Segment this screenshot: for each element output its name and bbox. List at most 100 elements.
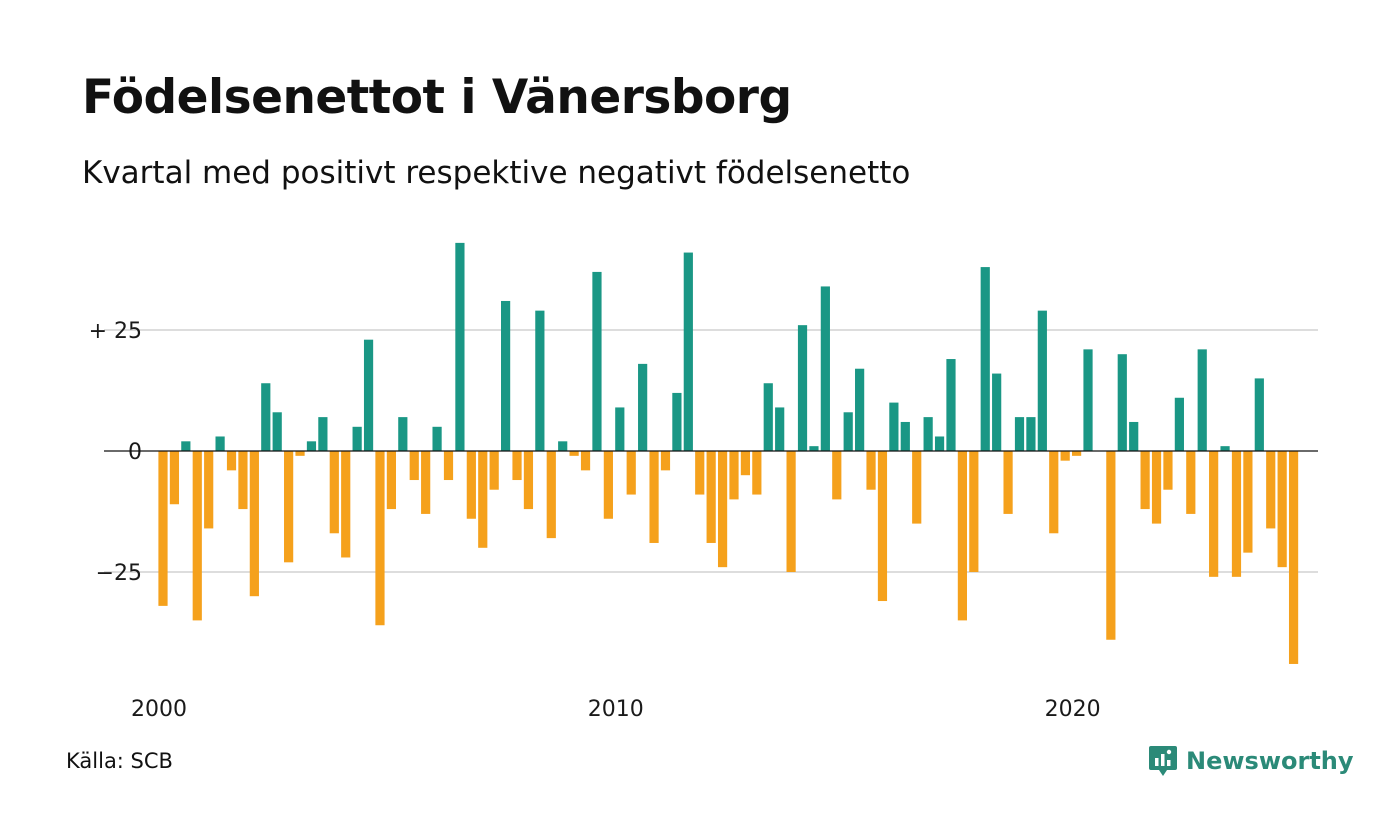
bar-negative [660, 451, 671, 471]
bar-negative [409, 451, 419, 481]
bar-negative [238, 451, 248, 510]
bar-negative [832, 451, 842, 500]
y-tick-label: + 25 [89, 319, 142, 344]
x-tick-label: 2010 [588, 697, 644, 722]
bar-positive [1117, 354, 1127, 451]
bar-positive [363, 339, 374, 451]
bar-positive [181, 441, 191, 451]
bar-positive [272, 412, 282, 451]
bar-negative [226, 451, 237, 471]
bar-positive [1014, 417, 1025, 451]
bar-negative [192, 451, 202, 621]
chart-title: Födelsenettot i Vänersborg [82, 70, 792, 125]
bar-negative [1209, 451, 1219, 577]
bar-negative [204, 451, 214, 529]
bar-negative [443, 451, 454, 481]
bar-positive [900, 421, 910, 451]
bar-negative [1277, 451, 1287, 568]
bars [158, 242, 1299, 664]
bar-positive [1197, 349, 1207, 451]
chart-subtitle: Kvartal med positivt respektive negativt… [82, 155, 911, 191]
bar-negative [866, 451, 876, 490]
bar-negative [341, 451, 351, 558]
bar-negative [466, 451, 476, 519]
bar-negative [169, 451, 180, 505]
bar-positive [432, 426, 442, 451]
bar-positive [535, 310, 545, 451]
bar-positive [1129, 421, 1139, 451]
bar-negative [1003, 451, 1013, 514]
bar-positive [1026, 417, 1036, 451]
bar-negative [489, 451, 499, 490]
bar-negative [1106, 451, 1116, 640]
x-tick-label: 2020 [1045, 697, 1101, 722]
bar-negative [512, 451, 522, 481]
bar-negative [249, 451, 259, 597]
bar-negative [877, 451, 888, 602]
bar-negative [1266, 451, 1276, 529]
bar-positive [809, 446, 819, 451]
bar-positive [980, 267, 990, 451]
bar-negative [1072, 451, 1082, 456]
bar-positive [934, 436, 945, 451]
bar-negative [1288, 451, 1299, 664]
bar-negative [580, 451, 591, 471]
bar-positive [1220, 446, 1230, 451]
bar-negative [706, 451, 716, 543]
bar-positive [398, 417, 408, 451]
bar-negative [740, 451, 751, 476]
source-label: Källa: SCB [66, 749, 173, 773]
bar-positive [775, 407, 785, 451]
bar-negative [1243, 451, 1253, 553]
bar-positive [820, 286, 830, 451]
bar-positive [1174, 397, 1184, 451]
bar-positive [501, 300, 511, 451]
bar-negative [912, 451, 922, 524]
brand-name: Newsworthy [1186, 747, 1354, 775]
brand-logo[interactable]: Newsworthy [1148, 744, 1354, 778]
bar-negative [375, 451, 385, 626]
bar-positive [797, 325, 808, 451]
bar-negative [1231, 451, 1242, 577]
bar-positive [1254, 378, 1264, 451]
bar-negative [626, 451, 636, 495]
bar-positive [318, 417, 328, 451]
bar-negative [569, 451, 579, 456]
bar-negative [1140, 451, 1150, 510]
bar-positive [923, 417, 933, 451]
bar-negative [603, 451, 613, 519]
bar-positive [1083, 349, 1093, 451]
bar-positive [455, 242, 465, 451]
bar-negative [649, 451, 659, 543]
bar-negative [969, 451, 979, 572]
bar-negative [1151, 451, 1162, 524]
bar-negative [957, 451, 967, 621]
bar-positive [946, 359, 956, 451]
bar-positive [672, 392, 682, 451]
bar-positive [855, 368, 865, 451]
bar-positive [615, 407, 625, 451]
x-tick-label: 2000 [131, 697, 187, 722]
bar-positive [992, 373, 1002, 451]
bar-positive [306, 441, 317, 451]
y-tick-label: 0 [128, 440, 142, 465]
bar-positive [215, 436, 225, 451]
bar-negative [752, 451, 762, 495]
bar-positive [1037, 310, 1047, 451]
bar-negative [1186, 451, 1196, 514]
newsworthy-logo-icon [1149, 746, 1177, 776]
bar-negative [1163, 451, 1173, 490]
bar-positive [843, 412, 853, 451]
bar-negative [729, 451, 739, 500]
bar-positive [592, 271, 602, 451]
bar-negative [386, 451, 396, 510]
bar-negative [1060, 451, 1070, 461]
bar-positive [558, 441, 568, 451]
bar-negative [786, 451, 796, 572]
bar-negative [478, 451, 488, 548]
bar-positive [683, 252, 693, 451]
bar-positive [352, 426, 362, 451]
y-tick-label: −25 [96, 561, 142, 586]
bar-negative [546, 451, 556, 539]
bar-negative [695, 451, 705, 495]
